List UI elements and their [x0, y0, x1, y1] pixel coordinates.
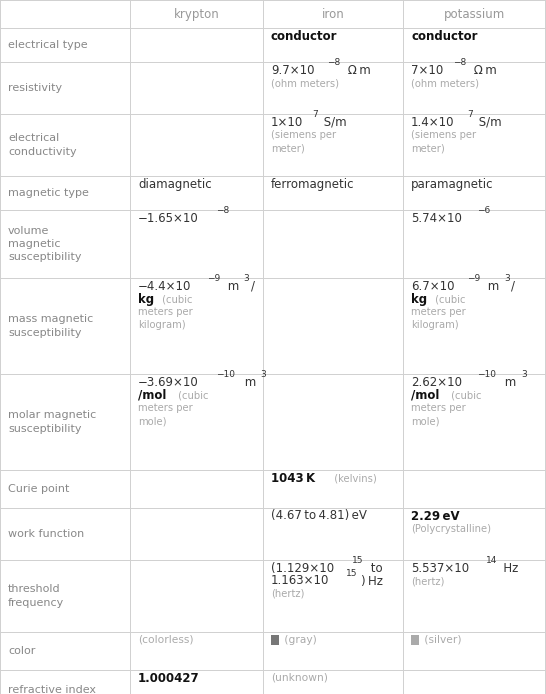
Text: meter): meter) — [271, 143, 305, 153]
Text: −9: −9 — [207, 274, 220, 283]
Text: threshold
frequency: threshold frequency — [8, 584, 64, 608]
Text: resistivity: resistivity — [8, 83, 62, 93]
Text: (cubic: (cubic — [432, 294, 465, 304]
Text: volume
magnetic
susceptibility: volume magnetic susceptibility — [8, 226, 81, 262]
Text: color: color — [8, 646, 35, 656]
Text: Ω m: Ω m — [344, 63, 371, 76]
Text: mole): mole) — [138, 416, 167, 426]
Text: S/m: S/m — [320, 115, 347, 128]
Text: 1×10: 1×10 — [271, 115, 303, 128]
Text: S/m: S/m — [474, 115, 501, 128]
Text: (Polycrystalline): (Polycrystalline) — [411, 524, 491, 534]
Text: 3: 3 — [504, 274, 509, 283]
Text: 14: 14 — [486, 556, 497, 565]
Text: 3: 3 — [521, 370, 527, 379]
Text: −8: −8 — [453, 58, 466, 67]
Text: (colorless): (colorless) — [138, 635, 193, 645]
Text: (kelvins): (kelvins) — [328, 473, 377, 483]
Text: potassium: potassium — [444, 8, 505, 21]
Bar — [271, 636, 279, 645]
Text: (cubic: (cubic — [448, 390, 481, 400]
Text: 9.7×10: 9.7×10 — [271, 63, 314, 76]
Text: electrical type: electrical type — [8, 40, 87, 50]
Text: Hz: Hz — [501, 561, 518, 575]
Bar — [411, 636, 419, 645]
Text: −4.4×10: −4.4×10 — [138, 280, 192, 292]
Text: kg: kg — [411, 292, 427, 305]
Text: Curie point: Curie point — [8, 484, 69, 494]
Text: −8: −8 — [216, 206, 230, 215]
Text: (siemens per: (siemens per — [411, 130, 476, 140]
Text: 3: 3 — [260, 370, 266, 379]
Text: (gray): (gray) — [281, 635, 317, 645]
Text: paramagnetic: paramagnetic — [411, 178, 494, 190]
Text: conductor: conductor — [411, 30, 478, 42]
Text: −10: −10 — [477, 370, 496, 379]
Text: 2.29 eV: 2.29 eV — [411, 509, 460, 523]
Text: 1.000427: 1.000427 — [138, 672, 200, 684]
Text: m: m — [241, 375, 256, 389]
Text: molar magnetic
susceptibility: molar magnetic susceptibility — [8, 410, 96, 434]
Text: −1.65×10: −1.65×10 — [138, 212, 199, 224]
Text: /mol: /mol — [411, 389, 440, 402]
Text: (cubic: (cubic — [175, 390, 208, 400]
Text: kg: kg — [138, 292, 154, 305]
Text: kilogram): kilogram) — [411, 320, 459, 330]
Text: kilogram): kilogram) — [138, 320, 186, 330]
Text: −9: −9 — [467, 274, 480, 283]
Text: 1043 K: 1043 K — [271, 471, 315, 484]
Text: 5.537×10: 5.537×10 — [411, 561, 469, 575]
Text: (silver): (silver) — [422, 635, 462, 645]
Text: /: / — [251, 280, 255, 292]
Text: to: to — [367, 561, 383, 575]
Text: electrical
conductivity: electrical conductivity — [8, 133, 76, 157]
Text: 6.7×10: 6.7×10 — [411, 280, 454, 292]
Text: (ohm meters): (ohm meters) — [271, 78, 339, 88]
Text: conductor: conductor — [271, 30, 337, 42]
Text: 3: 3 — [244, 274, 250, 283]
Text: m: m — [484, 280, 500, 292]
Text: 15: 15 — [353, 556, 364, 565]
Text: mole): mole) — [411, 416, 440, 426]
Text: /mol: /mol — [138, 389, 167, 402]
Text: 15: 15 — [346, 569, 358, 578]
Text: refractive index: refractive index — [8, 685, 96, 694]
Text: −3.69×10: −3.69×10 — [138, 375, 199, 389]
Text: (1.129×10: (1.129×10 — [271, 561, 334, 575]
Text: meters per: meters per — [411, 307, 466, 317]
Text: (unknown): (unknown) — [271, 673, 328, 683]
Text: meters per: meters per — [138, 307, 193, 317]
Text: mass magnetic
susceptibility: mass magnetic susceptibility — [8, 314, 93, 337]
Text: meter): meter) — [411, 143, 445, 153]
Text: ferromagnetic: ferromagnetic — [271, 178, 354, 190]
Text: 7: 7 — [313, 110, 318, 119]
Text: magnetic type: magnetic type — [8, 188, 89, 198]
Text: work function: work function — [8, 529, 84, 539]
Text: (cubic: (cubic — [159, 294, 192, 304]
Text: iron: iron — [322, 8, 345, 21]
Text: (4.67 to 4.81) eV: (4.67 to 4.81) eV — [271, 509, 367, 523]
Text: (hertz): (hertz) — [271, 589, 304, 599]
Text: −8: −8 — [327, 58, 340, 67]
Text: diamagnetic: diamagnetic — [138, 178, 212, 190]
Text: /: / — [511, 280, 515, 292]
Text: ) Hz: ) Hz — [361, 575, 383, 588]
Text: (ohm meters): (ohm meters) — [411, 78, 479, 88]
Text: 5.74×10: 5.74×10 — [411, 212, 462, 224]
Text: meters per: meters per — [411, 403, 466, 413]
Text: krypton: krypton — [174, 8, 219, 21]
Text: 2.62×10: 2.62×10 — [411, 375, 462, 389]
Text: 7×10: 7×10 — [411, 63, 443, 76]
Text: −10: −10 — [216, 370, 235, 379]
Text: 1.163×10: 1.163×10 — [271, 575, 329, 588]
Text: 7: 7 — [467, 110, 473, 119]
Text: Ω m: Ω m — [470, 63, 496, 76]
Text: m: m — [224, 280, 239, 292]
Text: (siemens per: (siemens per — [271, 130, 336, 140]
Text: −6: −6 — [477, 206, 490, 215]
Text: 1.4×10: 1.4×10 — [411, 115, 454, 128]
Text: (hertz): (hertz) — [411, 576, 444, 586]
Text: meters per: meters per — [138, 403, 193, 413]
Text: m: m — [501, 375, 517, 389]
